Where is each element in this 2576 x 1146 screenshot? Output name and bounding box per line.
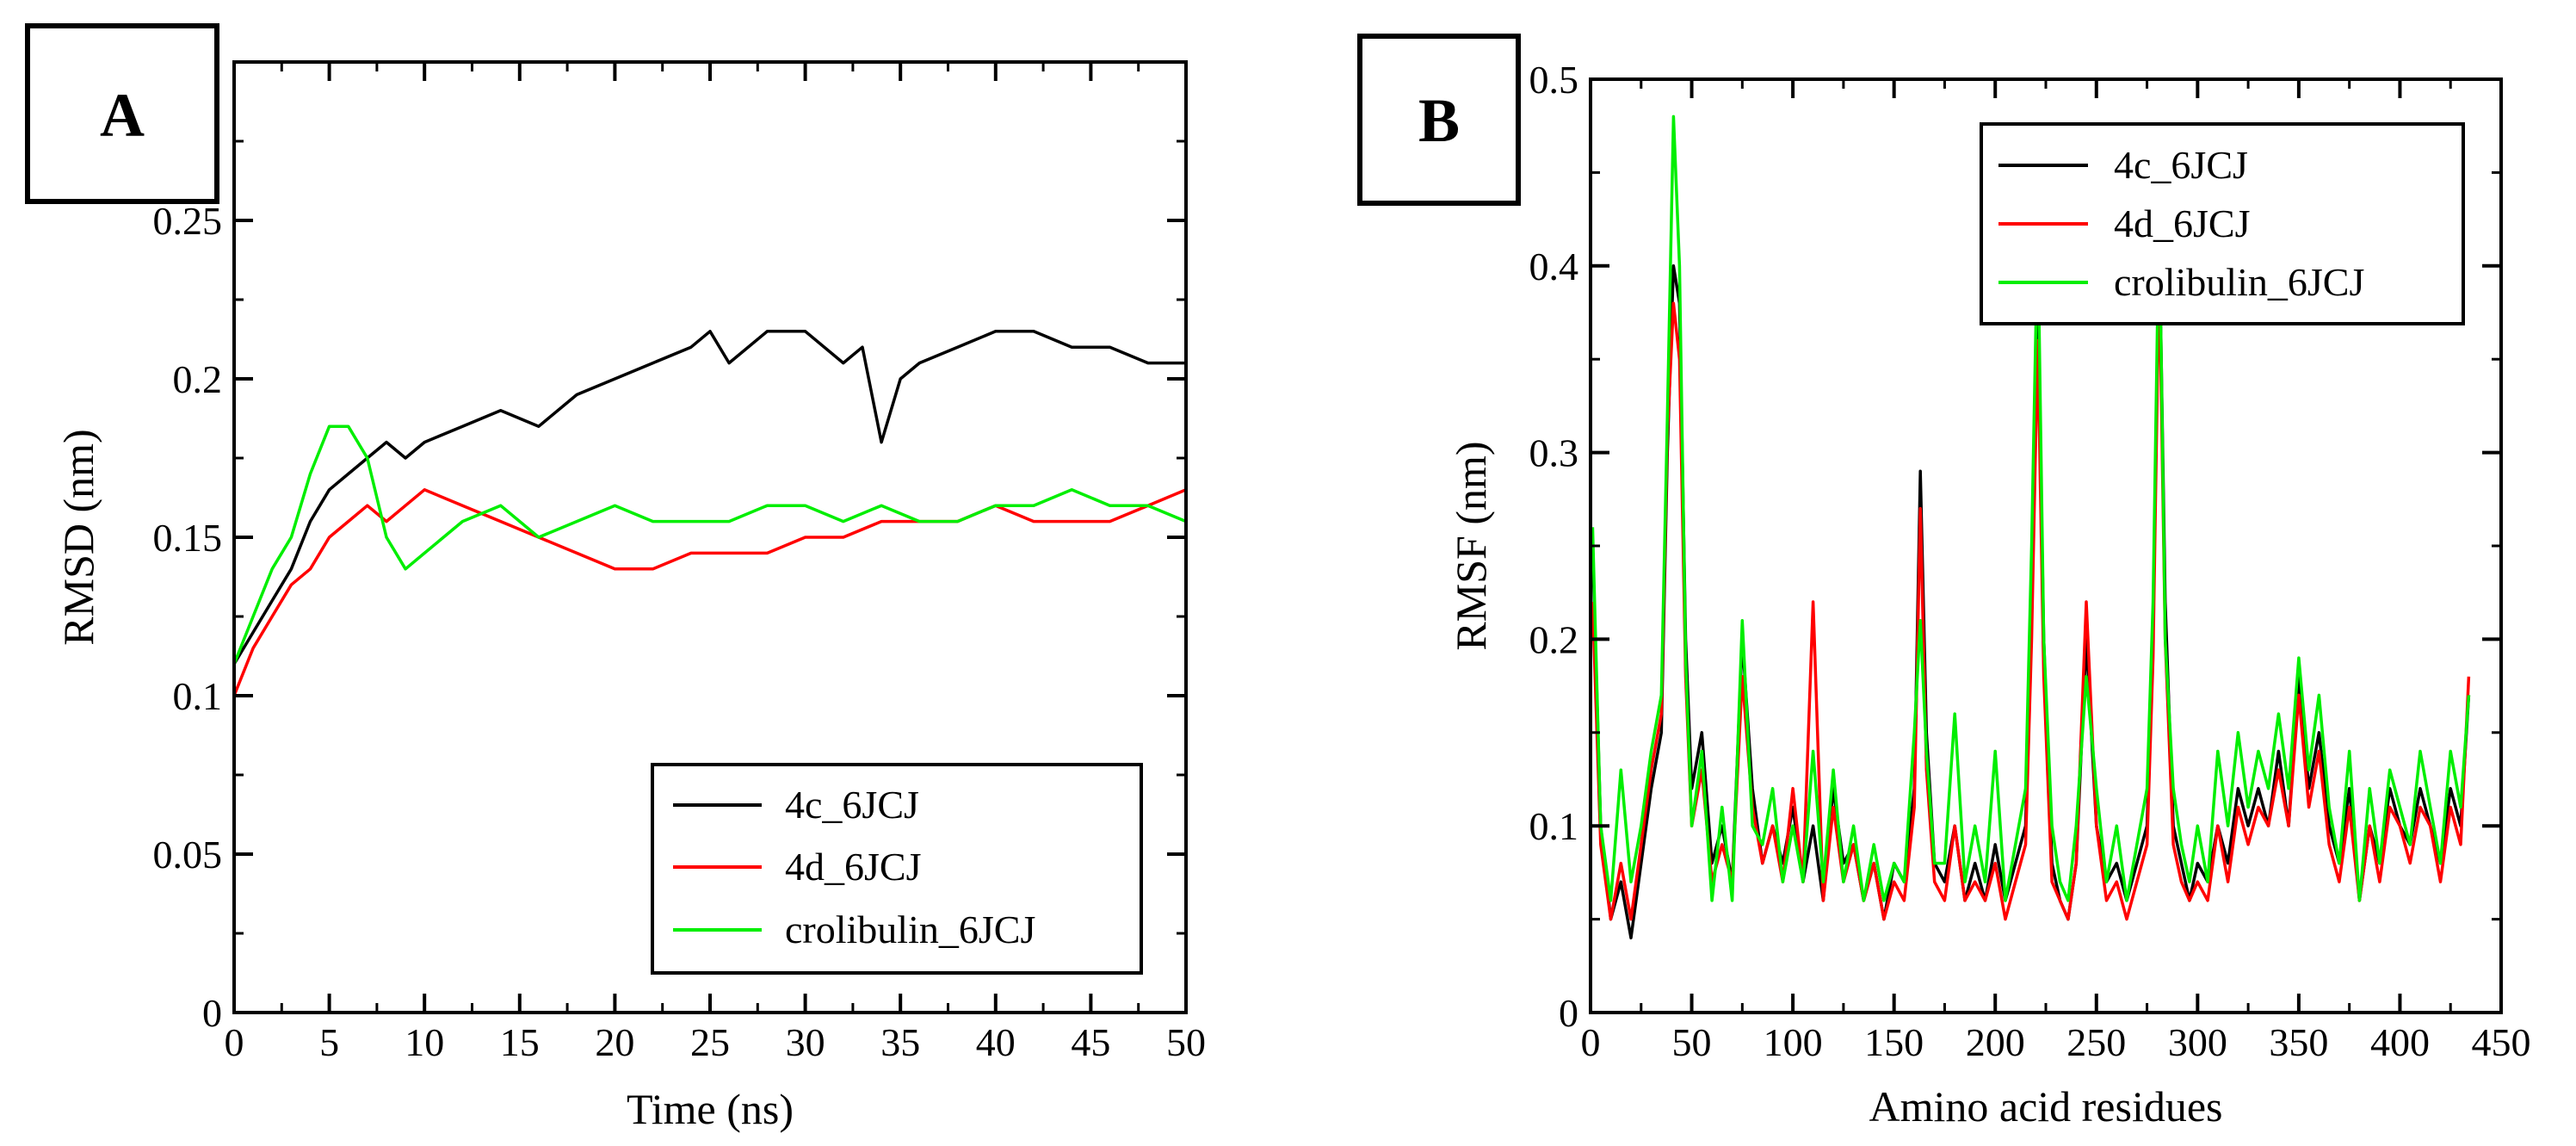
legend-label-crolibulin: crolibulin_6JCJ bbox=[785, 908, 1035, 951]
legend-label-4d: 4d_6JCJ bbox=[785, 845, 921, 889]
y-tick-label: 0.25 bbox=[153, 199, 223, 243]
panel-b-chart: B 0 50 100 150 200 250 300 350 400 45000.10.20.30… bbox=[1357, 34, 2531, 1131]
legend-label-4c: 4c_6JCJ bbox=[785, 783, 919, 827]
panel-b-y-axis-title: RMSF (nm) bbox=[1447, 441, 1495, 650]
x-tick-label: 40 bbox=[976, 1020, 1016, 1064]
panel-a-x-axis-title: Time (ns) bbox=[627, 1085, 794, 1133]
y-tick-label: 0 bbox=[202, 991, 222, 1035]
x-tick-label: 5 bbox=[319, 1020, 339, 1064]
x-tick-label: 150 bbox=[1864, 1020, 1924, 1064]
x-tick-label: 350 bbox=[2269, 1020, 2328, 1064]
x-tick-label: 15 bbox=[500, 1020, 540, 1064]
panel-a-chart: A 0 5 10 15 20 25 30 35 40 45 50 0 0.05 0.1 0.15 0.2 0.2… bbox=[25, 23, 1206, 1133]
panel-b-label-box bbox=[1357, 34, 1521, 206]
series-line-4c-6jcj bbox=[232, 330, 1186, 666]
x-tick-label: 0 bbox=[1581, 1020, 1601, 1064]
x-tick-label: 30 bbox=[786, 1020, 825, 1064]
x-tick-label: 50 bbox=[1672, 1020, 1712, 1064]
x-tick-label: 450 bbox=[2472, 1020, 2531, 1064]
panel-a-legend: 4c_6JCJ 4d_6JCJ crolibulin_6JCJ bbox=[651, 763, 1143, 975]
x-tick-label: 250 bbox=[2066, 1020, 2126, 1064]
legend-label-4d: 4d_6JCJ bbox=[2114, 201, 2250, 245]
x-tick-label: 50 bbox=[1166, 1020, 1206, 1064]
x-tick-label: 45 bbox=[1071, 1020, 1110, 1064]
panel-a-ticks: 0 5 10 15 20 25 30 35 40 45 50 0 0.05 0.1 0.15 0.2 0.25 bbox=[153, 60, 1206, 1064]
x-tick-label: 400 bbox=[2370, 1020, 2430, 1064]
y-tick-label: 0.1 bbox=[1529, 804, 1579, 848]
y-tick-label: 0.2 bbox=[173, 357, 223, 401]
panel-a-letter: A bbox=[100, 81, 145, 150]
panel-a-series-group bbox=[232, 330, 1187, 697]
x-tick-label: 35 bbox=[880, 1020, 920, 1064]
y-tick-label: 0.2 bbox=[1529, 617, 1579, 661]
panel-b-ticks: 0 50 100 150 200 250 300 350 400 450 0 0.1 0.2 0.3 0.4… bbox=[1529, 58, 2531, 1064]
x-tick-label: 0 bbox=[225, 1020, 244, 1064]
y-tick-label: 0.4 bbox=[1529, 245, 1579, 288]
y-tick-label: 0 bbox=[1559, 991, 1578, 1035]
legend-label-crolibulin: crolibulin_6JCJ bbox=[2114, 260, 2364, 304]
panel-b-letter: B bbox=[1418, 86, 1460, 155]
x-tick-label: 25 bbox=[690, 1020, 730, 1064]
y-tick-label: 0.15 bbox=[153, 516, 223, 560]
panel-b-legend: 4c_6JCJ 4d_6JCJ crolibulin_6JCJ bbox=[1980, 122, 2465, 325]
y-tick-label: 0.3 bbox=[1529, 431, 1579, 475]
x-tick-label: 20 bbox=[595, 1020, 634, 1064]
panel-b-series-group bbox=[1591, 115, 2471, 940]
x-tick-label: 300 bbox=[2168, 1020, 2227, 1064]
x-tick-label: 100 bbox=[1764, 1020, 1823, 1064]
x-tick-label: 10 bbox=[405, 1020, 444, 1064]
y-tick-label: 0.5 bbox=[1529, 58, 1579, 102]
series-line-crolibulin-6jcj bbox=[232, 424, 1187, 665]
panel-b-x-axis-title: Amino acid residues bbox=[1869, 1082, 2222, 1131]
y-tick-label: 0.1 bbox=[173, 674, 223, 718]
panel-a-label-box bbox=[25, 23, 219, 204]
panel-a-y-axis-title: RMSD (nm) bbox=[54, 429, 102, 645]
legend-label-4c: 4c_6JCJ bbox=[2114, 143, 2248, 187]
series-line-crolibulin-6jcj bbox=[1591, 115, 2471, 902]
x-tick-label: 200 bbox=[1966, 1020, 2025, 1064]
y-tick-label: 0.05 bbox=[153, 833, 223, 877]
